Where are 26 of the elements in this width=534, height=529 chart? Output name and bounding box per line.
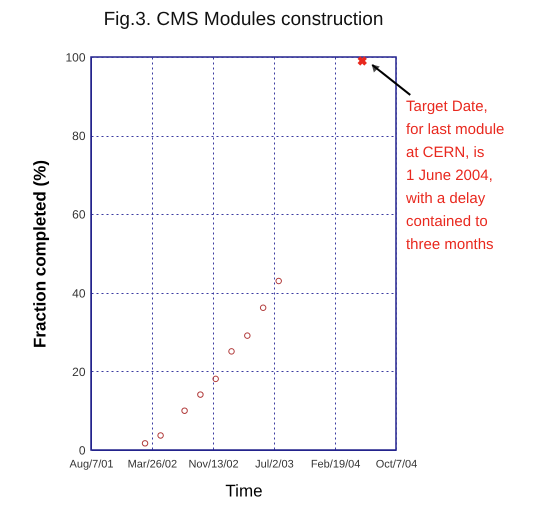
y-tick-label: 40 — [72, 286, 86, 300]
point — [181, 407, 188, 414]
point — [212, 376, 219, 382]
x-tick-label: Aug/7/01 — [69, 458, 114, 470]
x-tick-label: Jul/2/03 — [255, 458, 294, 470]
y-tick-label: 0 — [78, 444, 86, 458]
x-axis-title: Time — [225, 482, 263, 500]
point — [197, 391, 204, 398]
chart-title: Fig.3. CMS Modules construction — [104, 9, 384, 30]
y-tick-label: 60 — [72, 208, 86, 222]
x-tick-label: Nov/13/02 — [188, 458, 239, 470]
point — [358, 56, 367, 66]
point — [244, 332, 251, 339]
point — [275, 278, 282, 284]
text: Target Date, for last module at CERN, is 1 June 2004, with a delay contained to three months — [405, 98, 504, 253]
x-tick-label: Oct/7/04 — [376, 458, 418, 470]
point — [260, 304, 266, 311]
point — [157, 432, 164, 439]
y-tick-label: 80 — [72, 129, 86, 144]
point — [228, 348, 235, 355]
y-tick-label: 100 — [65, 50, 86, 64]
point — [142, 440, 148, 447]
x-tick-label: Feb/19/04 — [310, 458, 360, 470]
x-tick-label: Mar/26/02 — [128, 458, 178, 470]
y-tick-label: 20 — [72, 364, 86, 379]
y-axis-title: Fraction completed (%) — [30, 160, 50, 348]
